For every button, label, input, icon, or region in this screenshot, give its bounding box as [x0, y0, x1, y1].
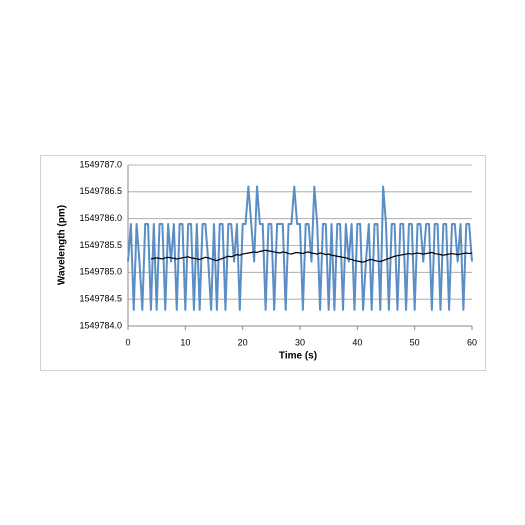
y-tick-label: 1549785.0: [79, 267, 122, 277]
x-tick-label: 0: [125, 337, 130, 347]
y-tick-label: 1549786.5: [79, 186, 122, 196]
y-tick-label: 1549786.0: [79, 213, 122, 223]
y-tick-label: 1549785.5: [79, 240, 122, 250]
x-tick-label: 30: [295, 337, 305, 347]
x-axis-title: Time (s): [279, 351, 317, 362]
series-line: [127, 185, 473, 311]
chart-frame: [40, 155, 486, 371]
x-tick-label: 50: [410, 337, 420, 347]
y-tick-label: 1549787.0: [79, 159, 122, 169]
x-tick-label: 60: [467, 337, 477, 347]
y-tick-label: 1549784.0: [79, 320, 122, 330]
x-tick-label: 10: [180, 337, 190, 347]
series-line: [150, 249, 473, 263]
y-tick-label: 1549784.5: [79, 294, 122, 304]
y-axis-title: Wavelength (pm): [57, 205, 68, 285]
x-tick-label: 40: [352, 337, 362, 347]
x-tick-label: 20: [238, 337, 248, 347]
